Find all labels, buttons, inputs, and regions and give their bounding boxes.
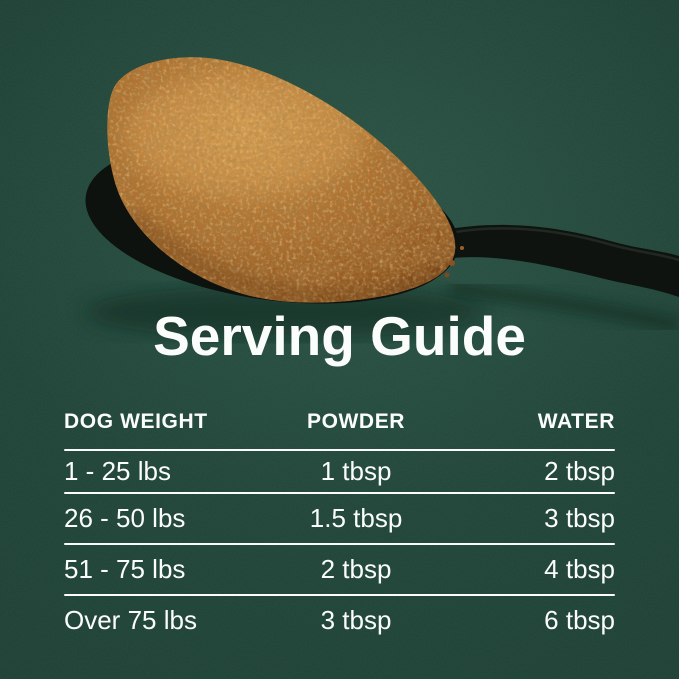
cell-water: 6 tbsp [544, 605, 615, 635]
spoon-shadow [85, 280, 679, 338]
page-title: Serving Guide [153, 305, 526, 367]
divider [64, 543, 615, 545]
header-dog-weight: DOG WEIGHT [64, 410, 208, 433]
cell-weight: 26 - 50 lbs [64, 503, 186, 533]
cell-weight: 1 - 25 lbs [64, 456, 171, 486]
cell-water: 3 tbsp [544, 503, 615, 533]
cell-powder: 1 tbsp [320, 456, 392, 486]
header-powder: POWDER [306, 410, 406, 433]
divider [64, 492, 615, 494]
serving-table: DOG WEIGHT POWDER WATER 1 - 25 lbs 1 tbs… [64, 409, 615, 645]
table-row: 51 - 75 lbs 2 tbsp 4 tbsp [64, 545, 615, 594]
header-water: WATER [537, 410, 615, 433]
divider [64, 594, 615, 596]
table-row: 26 - 50 lbs 1.5 tbsp 3 tbsp [64, 494, 615, 543]
divider [64, 449, 615, 451]
cell-powder: 2 tbsp [320, 554, 392, 584]
spoon-handle [443, 224, 679, 297]
table-row: Over 75 lbs 3 tbsp 6 tbsp [64, 596, 615, 645]
table-row: 1 - 25 lbs 1 tbsp 2 tbsp [64, 451, 615, 492]
cell-weight: 51 - 75 lbs [64, 554, 186, 584]
cell-powder: 1.5 tbsp [309, 503, 403, 533]
cell-powder: 3 tbsp [320, 605, 392, 635]
cell-weight: Over 75 lbs [64, 605, 197, 635]
cell-water: 2 tbsp [544, 456, 615, 486]
table-header-row: DOG WEIGHT POWDER WATER [64, 409, 615, 435]
powder-mound [107, 57, 464, 303]
cell-water: 4 tbsp [544, 554, 615, 584]
